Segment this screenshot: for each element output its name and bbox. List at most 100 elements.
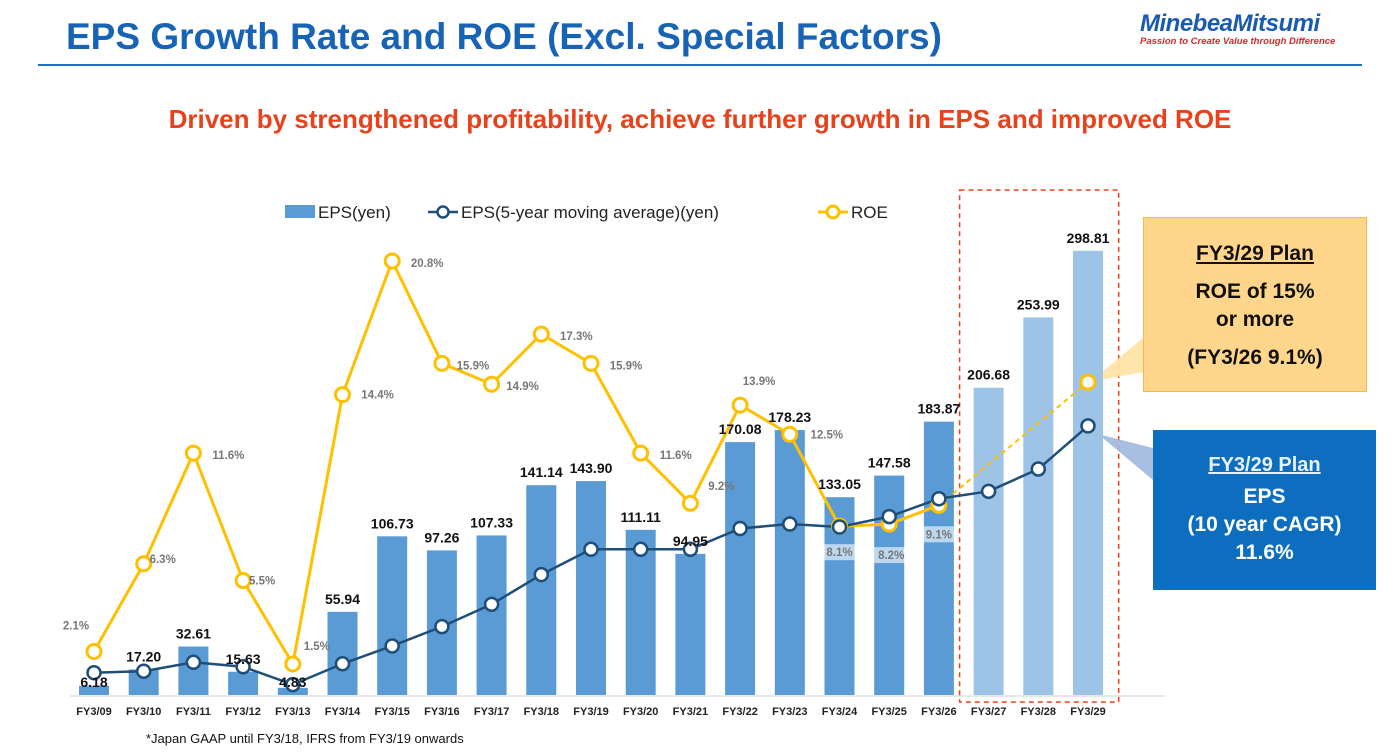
eps-bar <box>923 421 954 695</box>
roe-line <box>92 257 940 669</box>
roe-plan-line3: (FY3/26 9.1%) <box>1187 346 1323 369</box>
roe-callout-pointer <box>1090 338 1143 382</box>
eps-data-label: 55.94 <box>325 591 360 607</box>
eps-bar <box>178 646 209 695</box>
eps-ma-point <box>86 664 102 681</box>
roe-label-backdrop <box>872 547 907 564</box>
x-tick-label: FY3/19 <box>573 706 608 718</box>
eps-ma-point <box>782 516 798 532</box>
x-tick-label: FY3/27 <box>971 706 1006 718</box>
roe-data-label: 14.4% <box>361 390 394 402</box>
legend-eps-label: EPS(yen) <box>318 203 391 222</box>
eps-ma-point <box>185 654 202 671</box>
eps-ma-point <box>931 491 947 507</box>
legend-eps-swatch <box>285 205 315 218</box>
roe-point <box>334 386 351 404</box>
roe-data-label: 6.3% <box>150 554 176 566</box>
eps-bar <box>625 529 656 695</box>
roe-plan-callout: FY3/29 Plan ROE of 15% or more (FY3/26 9… <box>1143 217 1367 392</box>
roe-plan-heading: FY3/29 Plan <box>1196 242 1314 265</box>
eps-data-label: 253.99 <box>1017 296 1060 312</box>
eps-ma-point <box>632 541 649 558</box>
eps-ma-point <box>682 541 699 558</box>
eps-data-label: 178.23 <box>768 409 811 425</box>
eps-data-label: 32.61 <box>176 626 211 642</box>
eps-bar <box>576 481 606 695</box>
x-tick-label: FY3/21 <box>673 706 708 718</box>
roe-data-label: 15.9% <box>610 360 643 372</box>
roe-data-label: 14.9% <box>506 381 539 393</box>
roe-point <box>383 252 401 270</box>
eps-plan-line3: 11.6% <box>1235 541 1294 564</box>
eps-data-label: 94.95 <box>673 533 708 549</box>
eps-data-label: 141.14 <box>520 464 563 480</box>
eps-data-label: 15.63 <box>226 651 261 667</box>
roe-data-label: 9.2% <box>708 481 734 493</box>
roe-point <box>284 655 302 673</box>
page-subtitle: Driven by strengthened profitability, ac… <box>168 104 1232 134</box>
eps-ma-point <box>1080 418 1096 434</box>
x-tick-label: FY3/26 <box>921 706 956 718</box>
roe-label-backdrop <box>822 544 857 561</box>
roe-point <box>433 354 451 372</box>
x-tick-label: FY3/24 <box>822 706 858 718</box>
eps-data-label: 143.90 <box>570 460 613 476</box>
eps-data-label: 206.68 <box>967 367 1010 383</box>
roe-data-label: 13.9% <box>743 376 776 388</box>
eps-bar <box>228 671 259 695</box>
x-tick-label: FY3/16 <box>424 706 459 718</box>
eps-data-label: 17.20 <box>126 648 161 664</box>
eps-plan-line2: (10 year CAGR) <box>1187 513 1342 536</box>
eps-bar <box>1073 250 1103 695</box>
page-title: EPS Growth Rate and ROE (Excl. Special F… <box>66 16 942 57</box>
roe-point <box>483 375 501 393</box>
roe-point <box>731 396 749 414</box>
eps-data-label: 170.08 <box>719 421 762 437</box>
roe-data-label: 17.3% <box>560 331 593 343</box>
legend-ma-marker <box>436 205 450 219</box>
roe-point <box>85 642 103 660</box>
title-underline <box>38 64 1362 66</box>
eps-data-label: 107.33 <box>470 514 513 530</box>
roe-data-label: 11.6% <box>212 450 244 462</box>
x-tick-label: FY3/09 <box>76 706 111 718</box>
roe-plan-line2: or more <box>1215 308 1295 331</box>
eps-ma-point <box>135 663 152 679</box>
eps-ma-point <box>732 520 748 537</box>
eps-plan-line1: EPS <box>1243 485 1286 508</box>
roe-point <box>1079 373 1097 391</box>
roe-label-backdrop <box>921 526 956 543</box>
roe-plan-line1: ROE of 15% <box>1195 280 1315 303</box>
roe-point <box>184 444 202 462</box>
roe-point <box>681 494 699 512</box>
x-tick-label: FY3/20 <box>623 706 658 718</box>
legend-roe-marker <box>825 204 841 220</box>
roe-data-label: 2.1% <box>63 620 89 632</box>
roe-point <box>632 444 650 462</box>
roe-point <box>234 571 252 589</box>
roe-data-label: 1.5% <box>304 641 330 653</box>
eps-bar <box>526 485 557 695</box>
roe-data-label: 12.5% <box>810 429 843 441</box>
x-tick-label: FY3/14 <box>325 706 361 718</box>
eps-ma-point <box>533 566 550 583</box>
eps-data-label: 106.73 <box>371 515 414 531</box>
eps-data-label: 183.87 <box>917 401 960 417</box>
eps-ma-point <box>235 659 251 675</box>
roe-data-label: 20.8% <box>411 258 444 270</box>
logo-wordmark: MinebeaMitsumi <box>1140 10 1320 37</box>
eps-ma-point <box>831 519 848 535</box>
eps-plan-heading: FY3/29 Plan <box>1208 454 1321 476</box>
x-tick-label: FY3/22 <box>722 706 757 718</box>
eps-ma-point <box>285 676 301 693</box>
roe-point <box>582 354 600 372</box>
eps-data-label: 6.18 <box>80 674 107 690</box>
roe-data-label: 8.1% <box>826 547 852 559</box>
eps-ma-point <box>1030 461 1047 477</box>
eps-bar <box>675 553 706 695</box>
roe-data-label: 15.9% <box>457 360 490 372</box>
x-tick-label: FY3/17 <box>474 706 509 718</box>
eps-ma-point <box>384 638 400 654</box>
roe-point <box>781 425 799 443</box>
